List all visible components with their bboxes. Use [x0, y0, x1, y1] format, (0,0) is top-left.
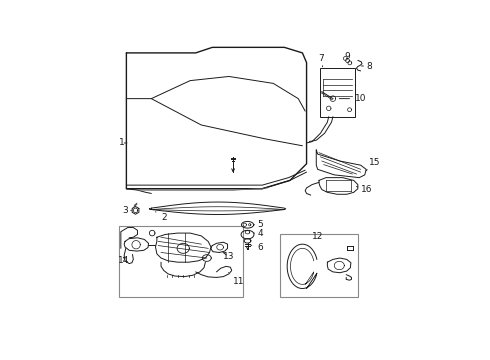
Bar [280, 234, 358, 297]
Text: 5: 5 [254, 220, 263, 229]
Text: 6: 6 [250, 243, 263, 252]
Bar [120, 226, 243, 297]
Text: 10: 10 [339, 94, 367, 103]
Text: 4: 4 [254, 229, 263, 238]
Text: 9: 9 [345, 52, 350, 61]
Text: 14: 14 [118, 256, 129, 265]
Text: 11: 11 [228, 273, 245, 286]
Text: 13: 13 [223, 252, 234, 261]
Text: 7: 7 [318, 54, 324, 67]
Text: 8: 8 [362, 62, 372, 71]
Text: 1: 1 [119, 139, 127, 148]
Text: 3: 3 [122, 206, 131, 215]
Text: 16: 16 [356, 185, 372, 194]
Text: 15: 15 [366, 158, 380, 171]
Bar [320, 68, 355, 117]
Text: 2: 2 [155, 212, 167, 222]
Text: 12: 12 [312, 232, 323, 241]
